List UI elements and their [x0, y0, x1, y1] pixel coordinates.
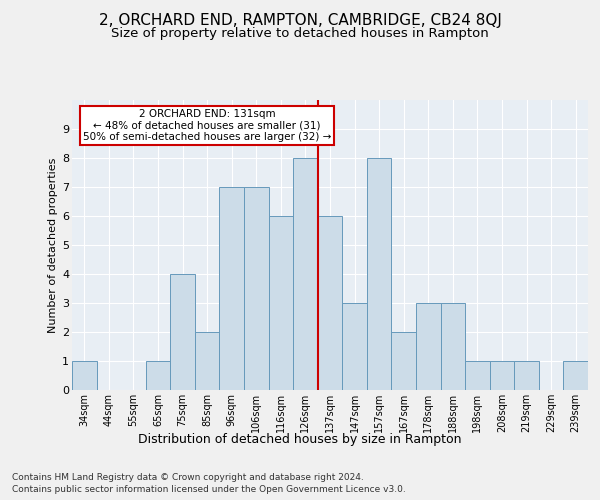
Bar: [220, 187, 244, 390]
Bar: [563, 361, 588, 390]
Bar: [318, 216, 342, 390]
Bar: [514, 361, 539, 390]
Bar: [465, 361, 490, 390]
Bar: [416, 303, 440, 390]
Bar: [170, 274, 195, 390]
Text: 2 ORCHARD END: 131sqm
← 48% of detached houses are smaller (31)
50% of semi-deta: 2 ORCHARD END: 131sqm ← 48% of detached …: [83, 108, 331, 142]
Bar: [269, 216, 293, 390]
Text: Contains public sector information licensed under the Open Government Licence v3: Contains public sector information licen…: [12, 485, 406, 494]
Bar: [440, 303, 465, 390]
Bar: [391, 332, 416, 390]
Text: 2, ORCHARD END, RAMPTON, CAMBRIDGE, CB24 8QJ: 2, ORCHARD END, RAMPTON, CAMBRIDGE, CB24…: [98, 12, 502, 28]
Bar: [72, 361, 97, 390]
Bar: [293, 158, 318, 390]
Text: Size of property relative to detached houses in Rampton: Size of property relative to detached ho…: [111, 28, 489, 40]
Bar: [195, 332, 220, 390]
Text: Contains HM Land Registry data © Crown copyright and database right 2024.: Contains HM Land Registry data © Crown c…: [12, 472, 364, 482]
Y-axis label: Number of detached properties: Number of detached properties: [48, 158, 58, 332]
Bar: [342, 303, 367, 390]
Text: Distribution of detached houses by size in Rampton: Distribution of detached houses by size …: [138, 432, 462, 446]
Bar: [367, 158, 391, 390]
Bar: [490, 361, 514, 390]
Bar: [146, 361, 170, 390]
Bar: [244, 187, 269, 390]
